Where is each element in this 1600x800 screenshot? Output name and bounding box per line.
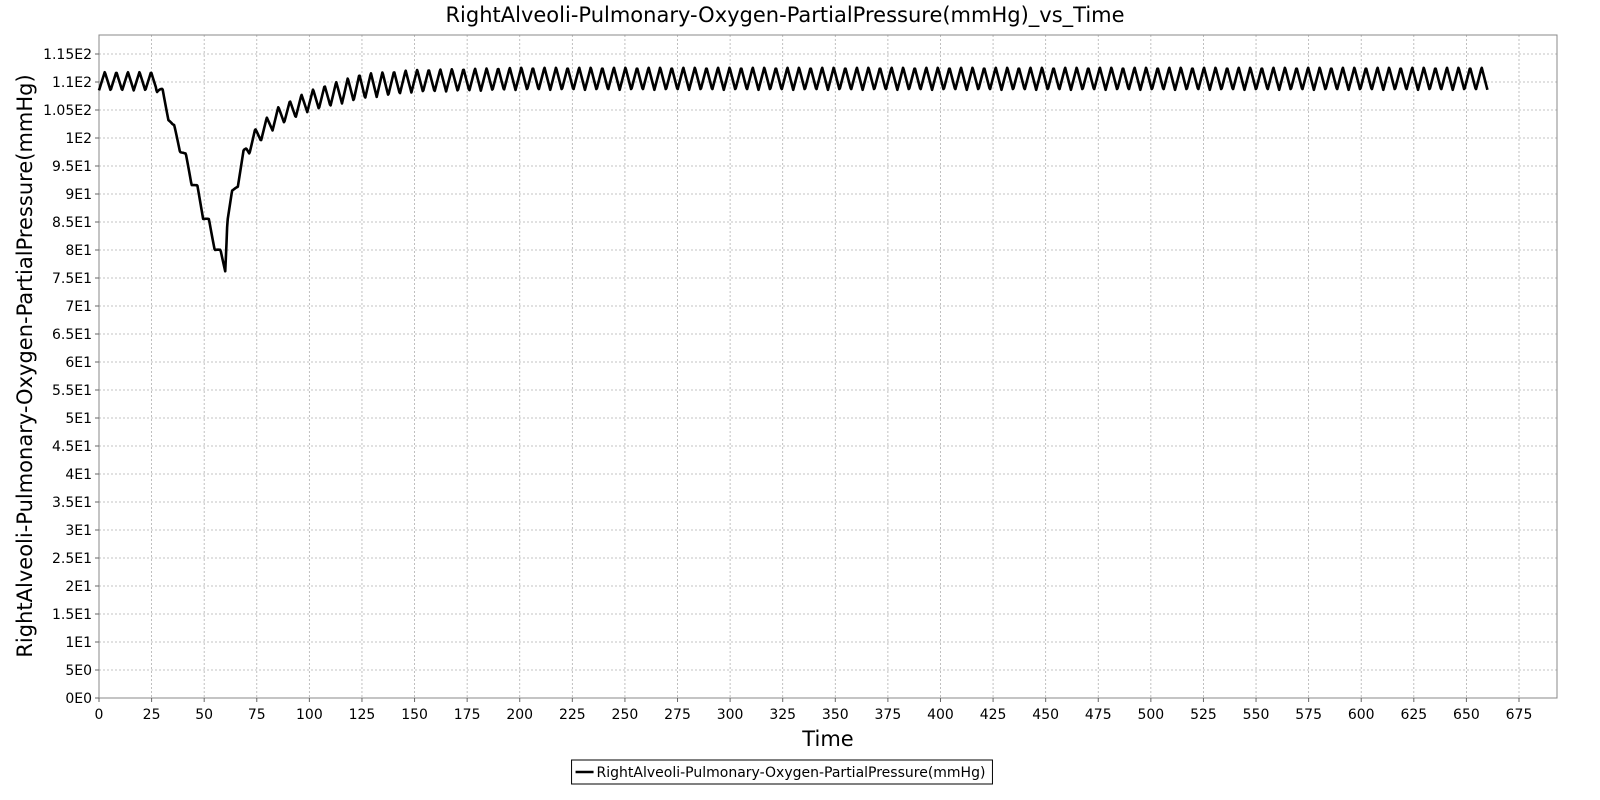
y-tick-label: 6.5E1 — [52, 327, 92, 343]
y-tick-label: 1.15E2 — [43, 47, 92, 63]
x-tick-label: 0 — [95, 707, 104, 723]
y-tick-label: 5E1 — [65, 411, 92, 427]
y-tick-label: 5.5E1 — [52, 383, 92, 399]
y-axis: 0E0 5E0 1E1 1.5E1 2E1 2.5E1 3E1 3.5E1 4E1 4.5E1 5E… — [43, 47, 99, 707]
x-tick-label: 250 — [612, 707, 639, 723]
y-tick-label: 1.05E2 — [43, 103, 92, 119]
y-tick-label: 8E1 — [65, 243, 92, 259]
y-tick-label: 1.5E1 — [52, 607, 92, 623]
y-tick-label: 3E1 — [65, 523, 92, 539]
x-axis: 0 25 50 75 100 125 150 175 200 225 250 275 300 325 350… — [95, 698, 1533, 723]
y-tick-label: 4.5E1 — [52, 439, 92, 455]
x-tick-label: 350 — [822, 707, 849, 723]
x-tick-label: 625 — [1400, 707, 1427, 723]
grid — [99, 35, 1557, 698]
x-tick-label: 425 — [980, 707, 1007, 723]
legend-label: RightAlveoli-Pulmonary-Oxygen-PartialPre… — [597, 765, 986, 781]
x-tick-label: 275 — [664, 707, 691, 723]
x-tick-label: 575 — [1295, 707, 1322, 723]
y-tick-label: 9E1 — [65, 187, 92, 203]
chart-title: RightAlveoli-Pulmonary-Oxygen-PartialPre… — [445, 3, 1124, 28]
y-tick-label: 7E1 — [65, 299, 92, 315]
x-tick-label: 325 — [769, 707, 796, 723]
x-tick-label: 675 — [1506, 707, 1533, 723]
y-tick-label: 0E0 — [65, 691, 92, 707]
x-tick-label: 175 — [454, 707, 481, 723]
x-tick-label: 125 — [349, 707, 376, 723]
x-tick-label: 475 — [1085, 707, 1112, 723]
y-tick-label: 7.5E1 — [52, 271, 92, 287]
legend-box — [571, 759, 993, 785]
plot-area — [98, 34, 1558, 699]
x-tick-label: 450 — [1032, 707, 1059, 723]
y-tick-label: 1.1E2 — [52, 75, 92, 91]
series-line — [97, 66, 1489, 273]
y-tick-label: 4E1 — [65, 467, 92, 483]
x-tick-label: 200 — [506, 707, 533, 723]
x-tick-label: 650 — [1453, 707, 1480, 723]
x-tick-label: 500 — [1137, 707, 1164, 723]
y-tick-label: 9.5E1 — [52, 159, 92, 175]
y-tick-label: 2E1 — [65, 579, 92, 595]
x-tick-label: 150 — [401, 707, 428, 723]
series-layer — [97, 66, 1489, 273]
x-tick-label: 600 — [1348, 707, 1375, 723]
y-axis-title: RightAlveoli-Pulmonary-Oxygen-PartialPre… — [13, 74, 37, 657]
y-tick-label: 1E2 — [65, 131, 92, 147]
x-tick-label: 300 — [717, 707, 744, 723]
y-tick-label: 6E1 — [65, 355, 92, 371]
x-tick-label: 75 — [248, 707, 266, 723]
x-tick-label: 25 — [143, 707, 161, 723]
x-tick-label: 225 — [559, 707, 586, 723]
x-axis-title: Time — [801, 727, 853, 751]
x-tick-label: 525 — [1190, 707, 1217, 723]
y-tick-label: 8.5E1 — [52, 215, 92, 231]
x-tick-label: 400 — [927, 707, 954, 723]
x-tick-label: 100 — [296, 707, 323, 723]
y-tick-label: 2.5E1 — [52, 551, 92, 567]
x-tick-label: 550 — [1243, 707, 1270, 723]
y-tick-label: 5E0 — [65, 663, 92, 679]
x-tick-label: 50 — [195, 707, 213, 723]
y-tick-label: 3.5E1 — [52, 495, 92, 511]
legend: RightAlveoli-Pulmonary-Oxygen-PartialPre… — [571, 759, 993, 785]
y-tick-label: 1E1 — [65, 635, 92, 651]
x-tick-label: 375 — [875, 707, 902, 723]
